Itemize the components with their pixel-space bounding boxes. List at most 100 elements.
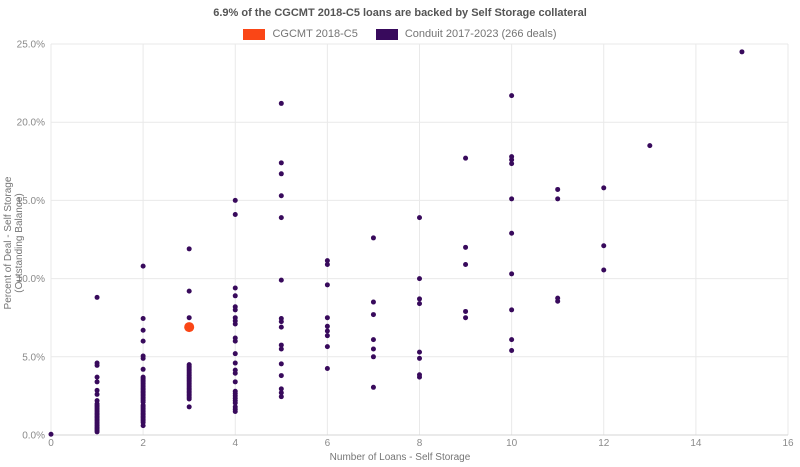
conduit-data-point — [94, 391, 100, 397]
legend-item-conduit[interactable]: Conduit 2017-2023 (266 deals) — [375, 28, 557, 40]
conduit-data-point — [417, 296, 422, 302]
conduit-data-point — [555, 186, 561, 192]
conduit-data-point — [509, 230, 515, 236]
conduit-data-point — [278, 346, 284, 352]
x-axis-label: Number of Loans - Self Storage — [329, 452, 471, 463]
conduit-data-point — [140, 366, 146, 372]
legend-label: CGCMT 2018-C5 — [272, 28, 358, 40]
conduit-data-point — [324, 366, 330, 372]
legend-item-cgcmt[interactable]: CGCMT 2018-C5 — [243, 28, 358, 40]
conduit-data-point — [232, 321, 238, 327]
conduit-data-point — [417, 301, 422, 307]
conduit-data-point — [417, 355, 422, 361]
conduit-data-point — [509, 157, 515, 163]
conduit-data-point — [186, 315, 192, 321]
chart-title: 6.9% of the CGCMT 2018-C5 loans are back… — [213, 7, 587, 19]
conduit-data-point — [417, 276, 422, 282]
conduit-data-point — [232, 351, 238, 357]
conduit-data-point — [324, 333, 330, 339]
conduit-data-point — [140, 423, 146, 429]
conduit-data-point — [94, 374, 100, 380]
conduit-data-point — [140, 355, 146, 361]
conduit-data-point — [601, 267, 607, 273]
x-tick-label: 8 — [417, 438, 423, 449]
x-tick-label: 12 — [598, 438, 610, 449]
conduit-data-point — [94, 387, 100, 393]
x-tick-label: 16 — [782, 438, 794, 449]
conduit-data-point — [370, 299, 376, 305]
conduit-data-point — [94, 362, 100, 368]
conduit-data-point — [370, 354, 376, 360]
legend-swatch — [375, 28, 398, 40]
conduit-data-point — [278, 324, 284, 330]
y-axis-label: Percent of Deal - Self Storage (Outstand… — [3, 176, 25, 310]
conduit-data-point — [278, 100, 284, 106]
legend-swatch — [243, 28, 266, 40]
conduit-data-point — [324, 328, 330, 334]
conduit-data-point — [370, 312, 376, 318]
conduit-data-point — [186, 288, 192, 294]
conduit-data-point — [232, 293, 238, 299]
conduit-data-point — [324, 323, 330, 329]
conduit-data-point — [463, 315, 469, 321]
conduit-data-point — [509, 337, 515, 343]
conduit-data-point — [232, 360, 238, 366]
conduit-data-point — [232, 211, 238, 217]
y-tick-label: 0.0% — [22, 431, 45, 442]
conduit-data-point — [278, 160, 284, 166]
conduit-data-point — [140, 315, 146, 321]
legend: CGCMT 2018-C5 Conduit 2017-2023 (266 deal… — [0, 28, 800, 40]
conduit-data-point — [324, 258, 330, 264]
conduit-data-point — [463, 308, 469, 314]
conduit-data-point — [509, 307, 515, 313]
conduit-data-point — [739, 49, 745, 55]
conduit-data-point — [463, 155, 469, 161]
conduit-data-point — [555, 196, 561, 202]
conduit-data-point — [278, 361, 284, 367]
conduit-data-point — [278, 394, 284, 400]
conduit-data-point — [232, 370, 238, 376]
conduit-data-point — [370, 384, 376, 390]
conduit-data-point — [232, 400, 238, 406]
x-tick-label: 2 — [140, 438, 146, 449]
conduit-data-point — [278, 215, 284, 221]
conduit-data-point — [48, 431, 54, 437]
conduit-data-point — [278, 373, 284, 379]
conduit-data-point — [417, 374, 422, 380]
x-tick-label: 10 — [506, 438, 518, 449]
conduit-data-point — [417, 215, 422, 221]
y-tick-label: 5.0% — [22, 352, 45, 363]
conduit-data-point — [370, 235, 376, 241]
cgcmt-data-point — [184, 322, 195, 333]
conduit-data-point — [509, 348, 515, 354]
conduit-data-point — [140, 338, 146, 344]
conduit-data-point — [94, 294, 100, 300]
conduit-data-point — [324, 315, 330, 321]
conduit-data-point — [278, 386, 284, 392]
x-tick-label: 14 — [690, 438, 702, 449]
conduit-data-point — [324, 282, 330, 288]
conduit-data-point — [278, 193, 284, 199]
conduit-data-point — [324, 344, 330, 350]
conduit-data-point — [232, 338, 238, 344]
conduit-data-point — [509, 161, 515, 167]
conduit-data-point — [509, 93, 515, 99]
y-tick-label: 10.0% — [17, 274, 45, 285]
conduit-data-point — [186, 396, 192, 402]
x-tick-label: 0 — [48, 438, 54, 449]
conduit-data-point — [232, 307, 238, 313]
conduit-data-point — [647, 143, 653, 149]
conduit-data-point — [186, 404, 192, 410]
conduit-data-point — [324, 262, 330, 268]
conduit-data-point — [370, 337, 376, 343]
conduit-data-point — [94, 379, 100, 385]
conduit-data-point — [555, 298, 561, 304]
y-tick-label: 25.0% — [17, 40, 45, 51]
conduit-data-point — [278, 171, 284, 177]
conduit-data-point — [278, 390, 284, 396]
conduit-data-point — [140, 327, 146, 333]
conduit-data-point — [278, 342, 284, 348]
conduit-data-point — [509, 271, 515, 277]
conduit-data-point — [140, 263, 146, 269]
x-tick-label: 6 — [325, 438, 331, 449]
